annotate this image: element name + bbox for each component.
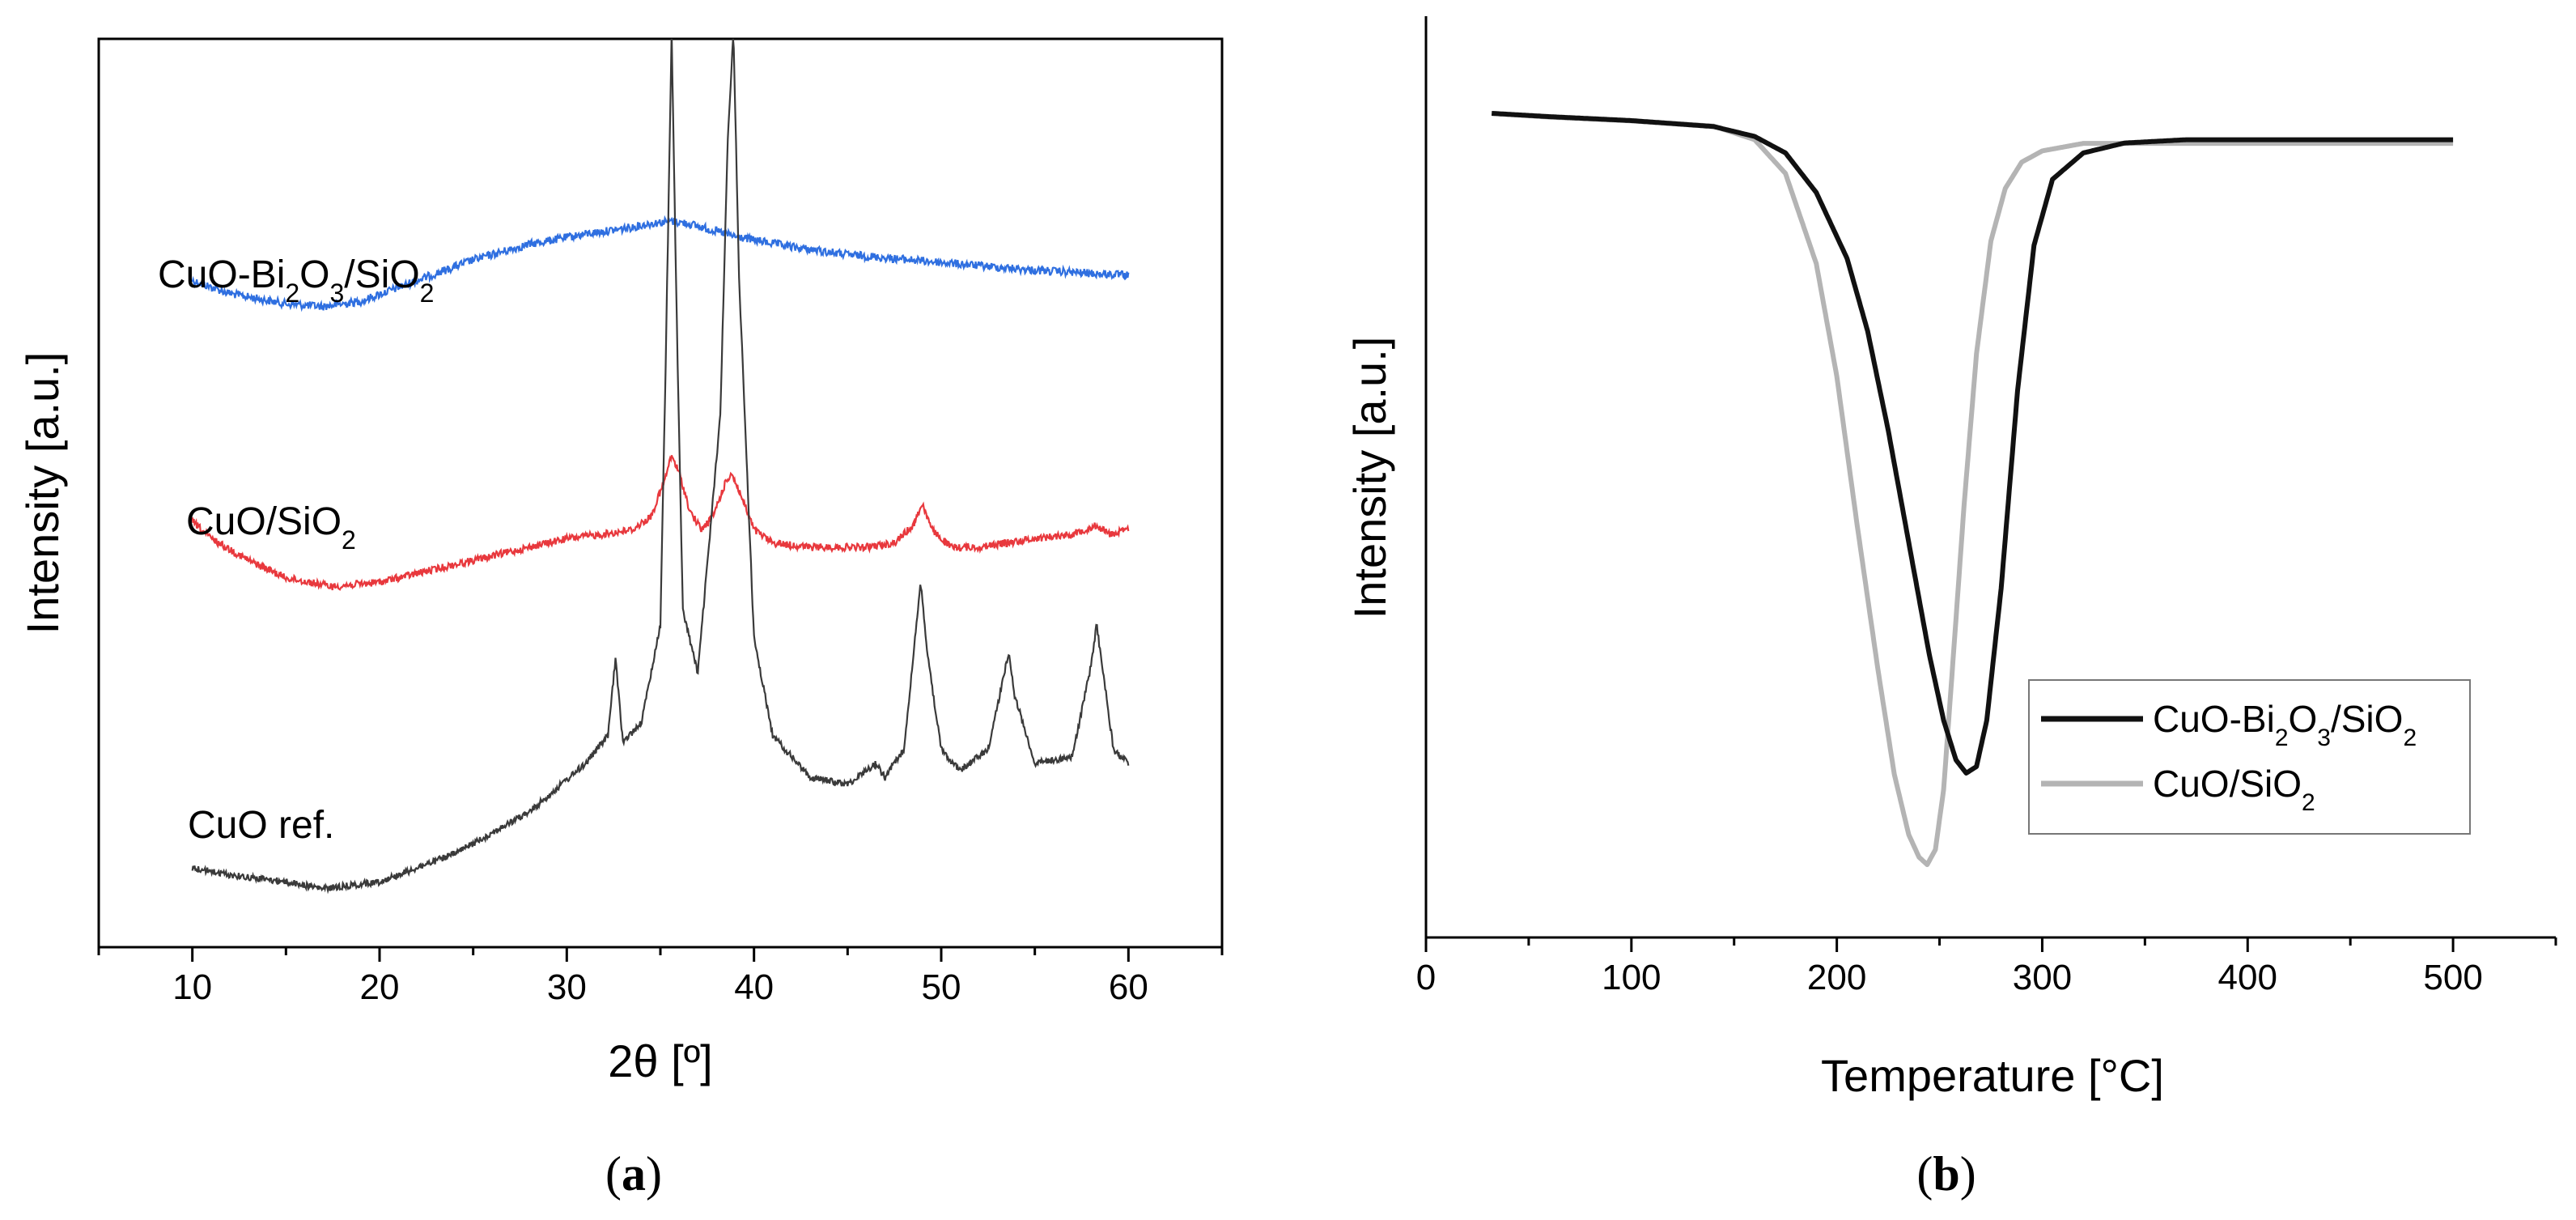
panel-label-a: (a) xyxy=(605,1147,662,1201)
series-label-cuo-ref: CuO ref. xyxy=(188,804,334,847)
legend-box xyxy=(2028,679,2471,835)
panel-a-x-axis-title: 2θ [º] xyxy=(608,1035,712,1086)
x-tick-label-20: 20 xyxy=(360,967,400,1007)
x-tick-label-100: 100 xyxy=(1602,958,1661,997)
x-tick-label-0: 0 xyxy=(1416,958,1436,997)
x-tick-label-50: 50 xyxy=(922,967,961,1007)
panel-a-x-ticks: 10 20 30 40 50 60 xyxy=(97,947,1224,1007)
panel-a-y-axis-title: Intensity [a.u.] xyxy=(17,352,68,635)
x-tick-label-60: 60 xyxy=(1109,967,1148,1007)
panel-b: 0 100 200 300 400 500 CuO-Bi2O3/SiO2 CuO/SiO2… xyxy=(1344,16,2557,1201)
legend-label-cuo-sio2: CuO/SiO2 xyxy=(2153,763,2315,816)
panel-a-series xyxy=(191,39,1130,895)
panel-b-series xyxy=(1490,111,2455,867)
panel-b-y-axis-title: Intensity [a.u.] xyxy=(1344,337,1395,619)
panel-b-x-axis-title: Temperature [°C] xyxy=(1821,1050,2164,1101)
x-tick-label-10: 10 xyxy=(172,967,212,1007)
x-tick-label-500: 500 xyxy=(2423,958,2482,997)
x-tick-label-30: 30 xyxy=(547,967,587,1007)
panel-b-legend: CuO-Bi2O3/SiO2 CuO/SiO2 xyxy=(2028,679,2471,835)
series-label-cuo-bi2o3-sio2: CuO-Bi2O3/SiO2 xyxy=(158,253,434,308)
series-line-cuo-bi2o3-sio2 xyxy=(1490,111,2455,776)
series-label-cuo-sio2: CuO/SiO2 xyxy=(186,500,356,555)
series-line-cuo-sio2 xyxy=(191,455,1130,591)
series-line-cuo-ref xyxy=(191,39,1130,895)
x-tick-label-200: 200 xyxy=(1807,958,1866,997)
panel-a: 10 20 30 40 50 60 CuO-Bi2O3/SiO2 CuO/SiO2 CuO… xyxy=(17,37,1224,1201)
legend-label-cuo-bi2o3-sio2: CuO-Bi2O3/SiO2 xyxy=(2153,698,2417,751)
series-line-cuo-bi2o3-sio2 xyxy=(191,215,1130,312)
x-tick-label-40: 40 xyxy=(734,967,774,1007)
panel-b-x-ticks: 0 100 200 300 400 500 xyxy=(1416,937,2557,997)
x-tick-label-400: 400 xyxy=(2218,958,2277,997)
x-tick-label-300: 300 xyxy=(2013,958,2072,997)
panel-label-b: (b) xyxy=(1916,1147,1975,1201)
